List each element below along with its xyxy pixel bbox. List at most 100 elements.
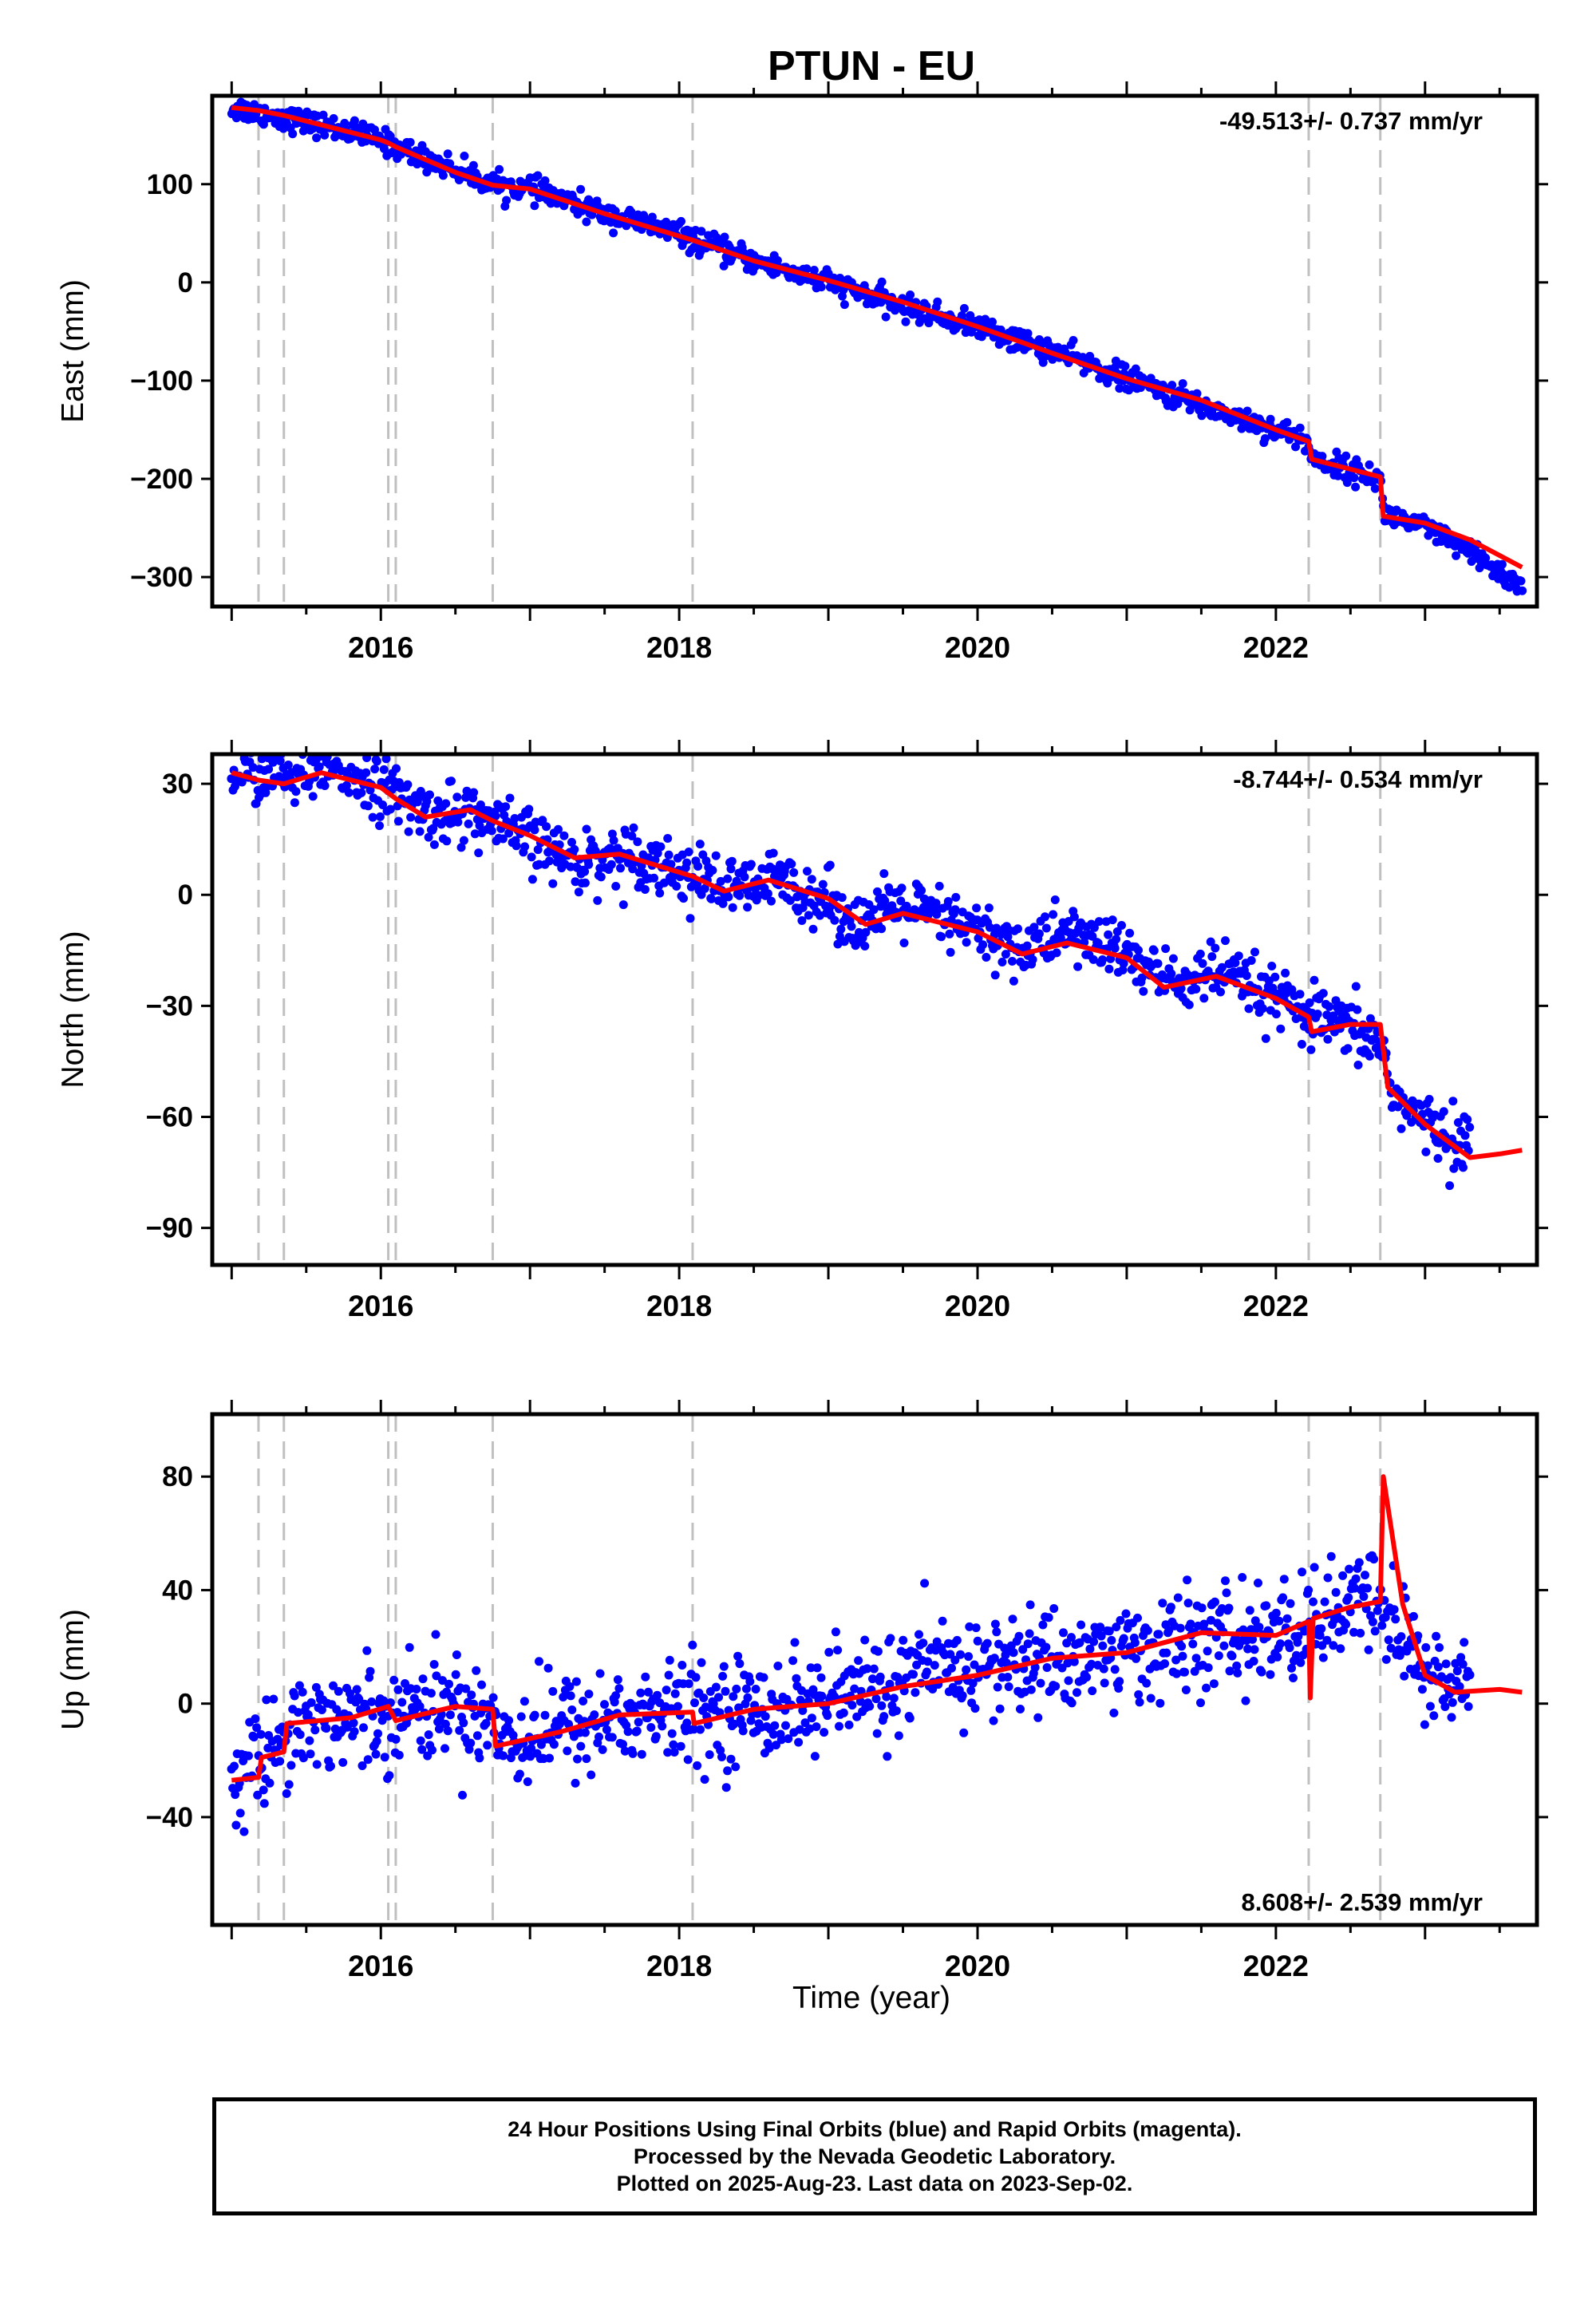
data-point bbox=[1119, 1634, 1128, 1643]
data-point bbox=[424, 832, 433, 842]
data-point bbox=[415, 1701, 425, 1711]
data-point bbox=[930, 1661, 939, 1670]
data-point bbox=[1452, 1666, 1462, 1676]
data-point bbox=[620, 1746, 630, 1756]
event-lines bbox=[257, 1414, 1382, 1925]
data-point bbox=[1365, 1051, 1374, 1061]
data-point bbox=[658, 1721, 667, 1731]
data-point bbox=[788, 1656, 798, 1666]
data-point bbox=[265, 1778, 275, 1788]
data-point bbox=[1008, 1614, 1017, 1624]
data-point bbox=[1276, 1024, 1286, 1034]
y-tick-label: −30 bbox=[146, 990, 193, 1022]
data-point bbox=[1278, 1593, 1288, 1603]
data-point bbox=[770, 1721, 780, 1730]
data-point bbox=[1245, 1606, 1254, 1615]
data-point bbox=[429, 1660, 439, 1669]
data-point bbox=[458, 1790, 467, 1800]
data-point bbox=[805, 1724, 815, 1733]
data-point bbox=[685, 914, 695, 923]
data-point bbox=[785, 895, 795, 905]
x-tick-label: 2022 bbox=[1243, 1290, 1309, 1322]
data-point bbox=[545, 1753, 554, 1763]
data-point bbox=[538, 816, 547, 825]
data-point bbox=[708, 866, 717, 875]
data-point bbox=[808, 924, 818, 934]
data-point bbox=[899, 939, 909, 947]
data-point bbox=[1025, 1600, 1035, 1610]
data-point bbox=[1008, 957, 1017, 966]
data-point bbox=[683, 1755, 693, 1765]
data-point bbox=[1306, 1045, 1316, 1054]
data-point bbox=[721, 1783, 731, 1792]
data-point bbox=[1400, 1671, 1409, 1681]
data-point bbox=[897, 883, 907, 893]
data-point bbox=[1206, 937, 1215, 947]
data-point bbox=[735, 891, 745, 900]
plot-frame bbox=[210, 752, 1539, 1267]
data-point bbox=[1036, 1678, 1045, 1688]
data-point bbox=[607, 1733, 617, 1742]
data-point bbox=[784, 1734, 793, 1744]
data-point bbox=[666, 860, 676, 869]
data-point bbox=[1099, 1664, 1108, 1674]
data-point bbox=[945, 929, 954, 939]
data-point bbox=[1268, 983, 1278, 993]
data-point bbox=[855, 1697, 865, 1706]
data-point bbox=[1370, 1626, 1380, 1636]
data-point bbox=[1448, 1097, 1458, 1106]
data-point bbox=[412, 1685, 421, 1694]
data-point bbox=[1033, 1713, 1043, 1722]
data-point bbox=[1016, 1705, 1025, 1713]
data-point bbox=[259, 1785, 268, 1795]
data-point bbox=[290, 798, 299, 808]
data-point bbox=[1409, 1611, 1418, 1621]
data-point bbox=[262, 1695, 271, 1705]
data-point bbox=[502, 196, 512, 205]
data-point bbox=[1448, 1697, 1457, 1707]
data-point bbox=[1287, 1663, 1296, 1673]
data-point bbox=[676, 1741, 685, 1751]
data-point bbox=[823, 1711, 832, 1721]
data-point bbox=[804, 911, 813, 920]
data-point bbox=[1041, 912, 1049, 922]
data-point bbox=[909, 1670, 918, 1679]
data-point bbox=[611, 1691, 621, 1701]
data-point bbox=[1180, 1667, 1189, 1677]
data-point bbox=[1022, 941, 1032, 951]
data-point bbox=[1110, 1665, 1120, 1674]
data-point bbox=[1042, 1663, 1052, 1672]
data-point bbox=[1249, 1657, 1258, 1666]
data-point bbox=[468, 160, 478, 170]
data-point bbox=[1188, 1639, 1198, 1649]
data-point bbox=[1310, 1563, 1319, 1572]
data-point bbox=[1353, 1061, 1363, 1069]
data-point bbox=[1341, 1619, 1351, 1629]
data-point bbox=[1104, 930, 1113, 939]
data-point bbox=[689, 1725, 698, 1734]
data-point bbox=[1231, 958, 1240, 967]
data-point bbox=[877, 277, 887, 287]
plot-frame bbox=[210, 1412, 1539, 1927]
data-point bbox=[477, 1680, 486, 1690]
data-point bbox=[363, 1755, 373, 1765]
data-point bbox=[1294, 1631, 1303, 1641]
data-point bbox=[252, 1723, 262, 1733]
data-point bbox=[527, 875, 537, 884]
data-point bbox=[875, 1672, 885, 1682]
data-point bbox=[1203, 1663, 1213, 1673]
data-point bbox=[1373, 1606, 1382, 1615]
data-point bbox=[1049, 910, 1058, 919]
data-point bbox=[1338, 1571, 1348, 1580]
data-point bbox=[711, 1682, 721, 1692]
data-point bbox=[861, 927, 871, 937]
data-point bbox=[735, 1659, 745, 1669]
x-tick-label: 2020 bbox=[945, 631, 1010, 664]
data-point bbox=[1161, 944, 1171, 954]
data-point bbox=[472, 1666, 481, 1675]
data-point bbox=[1166, 1603, 1175, 1612]
data-point bbox=[1096, 1622, 1105, 1632]
data-point bbox=[1244, 1004, 1254, 1014]
data-point bbox=[1463, 1115, 1472, 1124]
data-point bbox=[951, 892, 961, 902]
